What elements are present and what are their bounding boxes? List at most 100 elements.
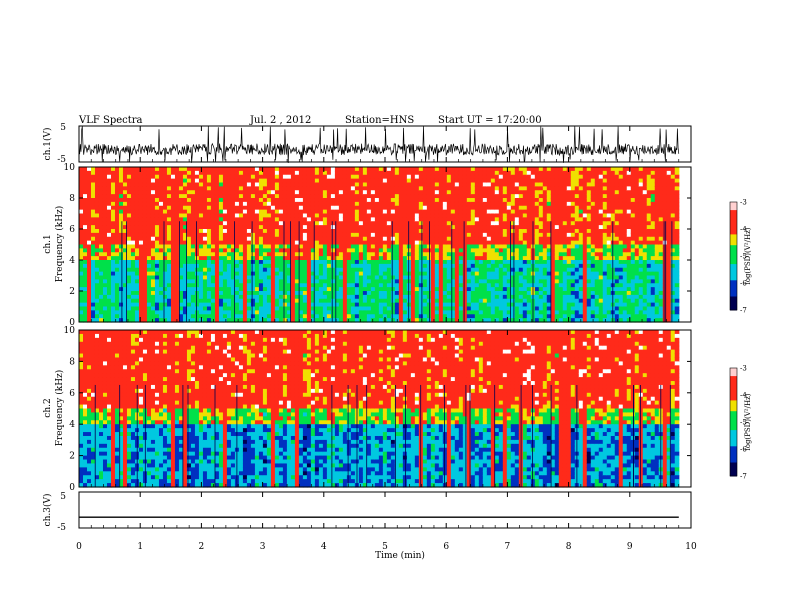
spectrogram-cell bbox=[522, 201, 528, 207]
spectrogram-cell bbox=[214, 318, 220, 323]
spectrogram-cell bbox=[302, 294, 308, 300]
spectrogram-cell bbox=[378, 209, 384, 215]
spectrogram-cell bbox=[302, 217, 308, 222]
spectrogram-cell bbox=[122, 267, 128, 273]
spectrogram-cell bbox=[79, 201, 84, 207]
spectrogram-cell bbox=[314, 201, 320, 207]
spectrogram-cell bbox=[510, 213, 516, 218]
spectrogram-cell bbox=[246, 167, 252, 172]
spectrogram-cell bbox=[186, 298, 192, 304]
spectrogram-cell bbox=[262, 283, 268, 288]
spectrogram-cell bbox=[498, 256, 504, 261]
spectrogram-cell bbox=[174, 310, 180, 315]
spectrogram-cell bbox=[382, 252, 388, 257]
spectrogram-cell bbox=[138, 263, 144, 269]
spectrogram-cell bbox=[330, 267, 336, 273]
spectrogram-cell bbox=[162, 279, 168, 284]
spectrogram-cell bbox=[390, 275, 396, 280]
spectrogram-cell bbox=[446, 252, 452, 257]
spectrogram-cell bbox=[182, 205, 188, 211]
spectrogram-cell bbox=[442, 271, 448, 277]
spectrogram-cell bbox=[414, 267, 420, 273]
spectrogram-cell bbox=[154, 283, 160, 288]
spectrogram-cell bbox=[342, 174, 348, 180]
spectrogram-cell bbox=[518, 275, 524, 280]
spectrogram-cell bbox=[222, 217, 228, 222]
spectrogram-cell bbox=[226, 209, 232, 215]
spectrogram-cell bbox=[338, 217, 344, 222]
spectrogram-cell bbox=[474, 178, 480, 184]
spectrogram-cell bbox=[166, 291, 172, 296]
spectrogram-cell bbox=[426, 318, 432, 323]
spectrogram-cell bbox=[574, 252, 580, 257]
spectrogram-cell bbox=[106, 279, 112, 284]
spectrogram-cell bbox=[186, 240, 192, 246]
spectrogram-cell bbox=[110, 279, 116, 284]
spectrogram-cell bbox=[358, 318, 364, 323]
spectrogram-cell bbox=[342, 252, 348, 257]
spectrogram-cell bbox=[142, 283, 148, 288]
spectrogram-cell bbox=[546, 225, 552, 230]
spectrogram-cell bbox=[210, 256, 216, 261]
spectrogram-cell bbox=[214, 170, 220, 176]
spectrogram-cell bbox=[262, 198, 268, 203]
spectrogram-cell bbox=[286, 271, 292, 277]
spectrogram-cell bbox=[266, 318, 272, 323]
spectrogram-cell bbox=[466, 194, 472, 199]
spectrogram-cell bbox=[390, 279, 396, 284]
spectrogram-cell bbox=[378, 167, 384, 172]
spectrogram-cell bbox=[482, 291, 488, 296]
spectrogram-cell bbox=[354, 229, 360, 234]
spectrogram-cell bbox=[522, 287, 528, 292]
spectrogram-cell bbox=[274, 217, 280, 222]
spectrogram-cell bbox=[418, 240, 424, 246]
spectrogram-cell bbox=[510, 240, 516, 246]
spectrogram-cell bbox=[458, 252, 464, 257]
spectrogram-cell bbox=[258, 244, 264, 249]
spectrogram-cell bbox=[126, 174, 132, 180]
spectrogram-cell bbox=[330, 190, 336, 195]
spectrogram-cell bbox=[366, 260, 372, 265]
spectrogram-cell bbox=[154, 298, 160, 304]
spectrogram-cell bbox=[470, 186, 476, 191]
spectrogram-cell bbox=[526, 221, 532, 226]
spectrogram-cell bbox=[502, 271, 508, 277]
spectrogram-cell bbox=[386, 221, 392, 226]
spectrogram-cell bbox=[370, 287, 376, 292]
spectrogram-cell bbox=[490, 240, 496, 246]
spectrogram-cell bbox=[410, 190, 416, 195]
spectrogram-cell bbox=[114, 236, 120, 242]
spectrogram-cell bbox=[302, 182, 308, 187]
spectrogram-cell bbox=[194, 225, 200, 230]
spectrogram-cell bbox=[302, 240, 308, 246]
spectrogram-cell bbox=[570, 213, 576, 218]
spectrogram-cell bbox=[158, 275, 164, 280]
spectrogram-cell bbox=[218, 302, 224, 308]
spectrogram-cell bbox=[398, 302, 404, 308]
spectrogram-cell bbox=[478, 244, 484, 249]
spectrogram-cell bbox=[222, 236, 228, 242]
spectrogram-cell bbox=[418, 310, 424, 315]
spectrogram-cell bbox=[486, 318, 492, 323]
spectrogram-cell bbox=[446, 310, 452, 315]
spectrogram-cell bbox=[366, 186, 372, 191]
spectrogram-cell bbox=[570, 260, 576, 265]
spectrogram-cell bbox=[294, 186, 300, 191]
spectrogram-cell bbox=[198, 263, 204, 269]
spectrogram-cell bbox=[506, 182, 512, 187]
spectrogram-cell bbox=[83, 298, 88, 304]
spectrogram-cell bbox=[91, 190, 96, 195]
spectrogram-cell bbox=[542, 310, 548, 315]
spectrogram-cell bbox=[238, 201, 244, 207]
spectrogram-cell bbox=[174, 186, 180, 191]
spectrogram-cell bbox=[166, 244, 172, 249]
spectrogram-cell bbox=[506, 279, 512, 284]
spectrogram-cell bbox=[438, 283, 444, 288]
spectrogram-cell bbox=[242, 182, 248, 187]
spectrogram-cell bbox=[250, 263, 256, 269]
spectrogram-cell bbox=[494, 267, 500, 273]
spectrogram-cell bbox=[282, 213, 288, 218]
spectrogram-cell bbox=[310, 252, 316, 257]
spectrogram-cell bbox=[158, 267, 164, 273]
spectrogram-cell bbox=[270, 252, 276, 257]
